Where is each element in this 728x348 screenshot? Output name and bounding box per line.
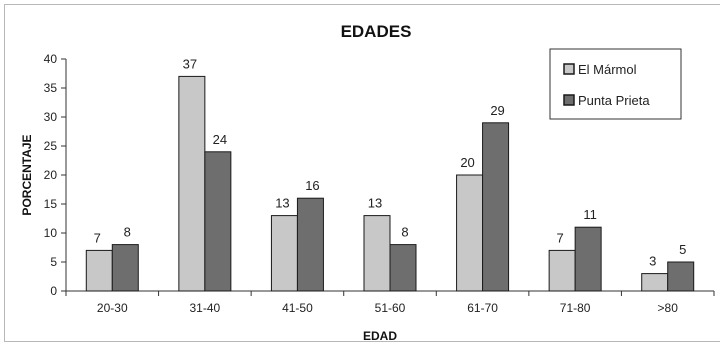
x-tick-label: >80	[658, 301, 679, 315]
y-tick-label: 25	[44, 139, 58, 153]
data-label: 24	[213, 132, 227, 147]
y-tick-label: 0	[50, 284, 57, 298]
x-tick-label: 31-40	[190, 301, 221, 315]
x-tick-label: 61-70	[467, 301, 498, 315]
data-label: 37	[183, 56, 197, 71]
bar-punta-prieta	[296, 197, 324, 292]
chart-title: EDADES	[341, 22, 412, 41]
x-tick-label: 51-60	[375, 301, 406, 315]
data-label: 16	[305, 178, 319, 193]
data-label: 20	[460, 155, 474, 170]
data-label: 3	[649, 254, 656, 269]
data-label: 8	[401, 225, 408, 240]
legend-label: El Mármol	[578, 62, 637, 77]
chart-frame	[4, 4, 720, 342]
bar-punta-prieta	[667, 261, 695, 292]
legend-swatch	[563, 63, 575, 75]
x-tick-label: 71-80	[560, 301, 591, 315]
bar-el-marmol	[548, 249, 576, 292]
y-tick-label: 15	[44, 197, 58, 211]
x-tick-label: 41-50	[282, 301, 313, 315]
data-label: 13	[368, 196, 382, 211]
x-tick-label: 20-30	[97, 301, 128, 315]
bar-punta-prieta	[574, 226, 602, 292]
bar-el-marmol	[641, 273, 669, 292]
bar-punta-prieta	[389, 244, 417, 292]
bar-punta-prieta	[204, 151, 232, 292]
bar-el-marmol	[178, 75, 206, 292]
y-axis-title: PORCENTAJE	[20, 134, 34, 215]
data-label: 7	[94, 230, 101, 245]
y-tick-label: 10	[44, 226, 58, 240]
legend-label: Punta Prieta	[578, 93, 650, 108]
bar-el-marmol	[363, 215, 391, 292]
bar-el-marmol	[456, 174, 484, 292]
data-label: 11	[583, 207, 597, 222]
data-label: 5	[679, 242, 686, 257]
data-label: 7	[557, 230, 564, 245]
y-tick-label: 20	[44, 168, 58, 182]
legend-swatch	[563, 94, 575, 106]
data-label: 13	[275, 196, 289, 211]
y-tick-label: 40	[44, 52, 58, 66]
data-label: 8	[124, 225, 131, 240]
bar-punta-prieta	[482, 122, 510, 292]
bar-punta-prieta	[111, 244, 139, 292]
bar-el-marmol	[270, 215, 298, 292]
legend-box	[549, 48, 682, 120]
y-tick-label: 35	[44, 81, 58, 95]
data-label: 29	[490, 103, 504, 118]
x-axis-title: EDAD	[363, 329, 397, 343]
y-tick-label: 30	[44, 110, 58, 124]
y-tick-label: 5	[50, 255, 57, 269]
bar-el-marmol	[85, 249, 113, 292]
